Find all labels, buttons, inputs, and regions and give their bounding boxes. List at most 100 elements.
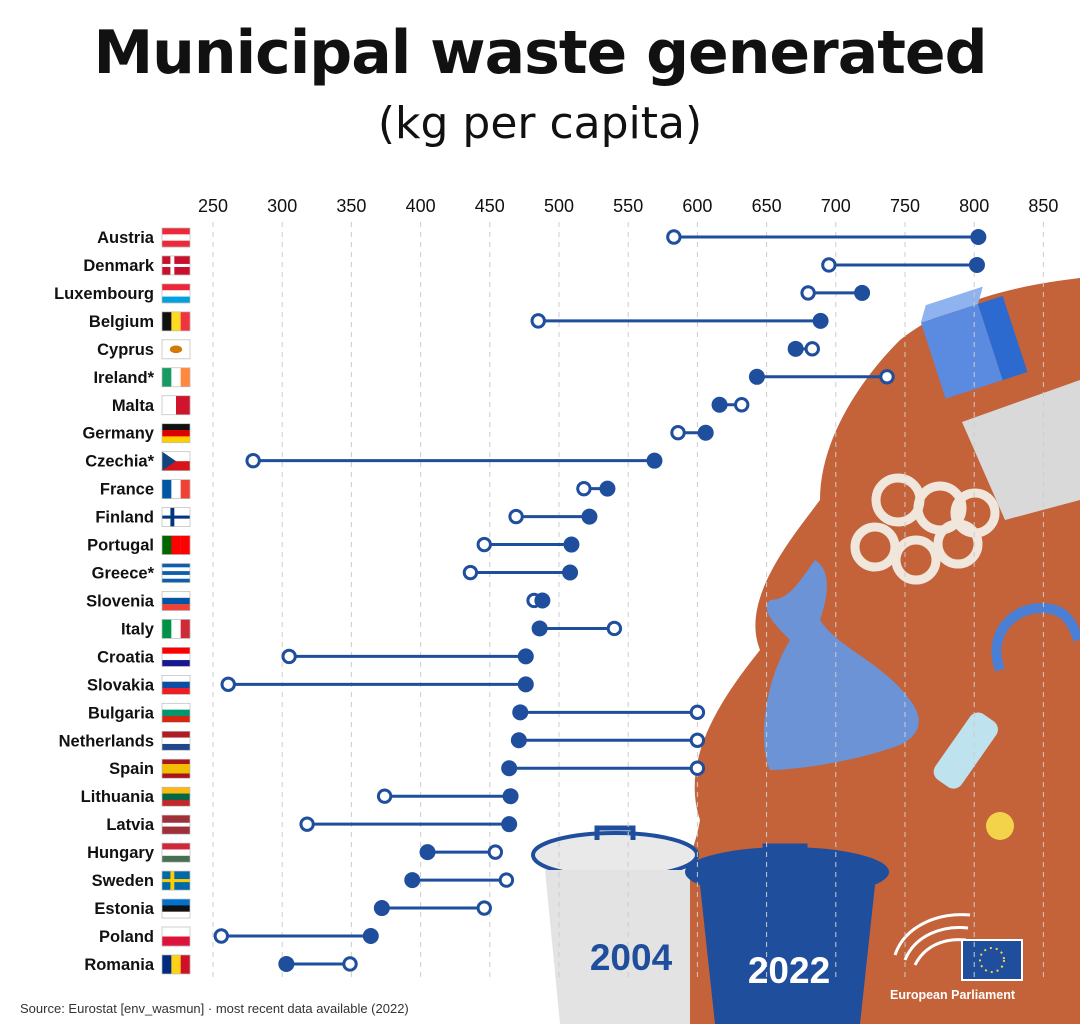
country-row: Slovakia	[87, 675, 534, 695]
country-label: Germany	[82, 425, 154, 443]
x-tick-label: 800	[959, 196, 989, 216]
flag-icon-lt	[161, 786, 191, 807]
country-label: Poland	[99, 928, 154, 946]
country-label: Slovakia	[87, 676, 155, 694]
point-2004	[342, 956, 358, 972]
point-2004	[670, 425, 686, 441]
point-2004	[245, 452, 261, 469]
point-2004	[689, 704, 706, 721]
x-tick-label: 350	[336, 196, 366, 216]
point-2022	[501, 816, 518, 833]
apple-core-icon	[986, 812, 1014, 840]
country-row: Finland	[95, 507, 598, 527]
x-tick-label: 300	[267, 196, 297, 216]
point-2022	[646, 452, 663, 469]
country-row: Luxembourg	[54, 283, 871, 304]
country-label: Sweden	[92, 872, 154, 890]
european-parliament-label: European Parliament	[890, 988, 1016, 1002]
country-row: Lithuania	[81, 786, 519, 807]
point-2004	[689, 760, 706, 776]
country-label: Lithuania	[81, 788, 155, 806]
country-row: Cyprus	[97, 339, 820, 360]
country-row: Netherlands	[59, 730, 706, 751]
country-row: Malta	[112, 395, 750, 416]
point-2004	[299, 816, 315, 832]
point-2022	[404, 872, 421, 889]
point-2022	[534, 592, 551, 609]
bin-2004-label: 2004	[590, 937, 673, 978]
point-2004	[879, 369, 895, 385]
country-row: Germany	[82, 423, 714, 444]
european-parliament-logo	[893, 913, 1023, 981]
flag-icon-fi	[161, 507, 191, 527]
point-2004	[487, 844, 504, 860]
point-2022	[512, 704, 529, 721]
flag-icon-ee	[161, 898, 191, 919]
flag-icon-lu	[161, 283, 191, 304]
point-2022	[517, 676, 534, 693]
point-2004	[804, 341, 820, 357]
point-2004	[462, 564, 479, 581]
source-note: Source: Eurostat [env_wasmun] · most rec…	[20, 1001, 409, 1016]
x-tick-label: 750	[890, 196, 920, 216]
plastic-bottle-icon	[933, 712, 998, 789]
plastic-bag-icon	[764, 560, 919, 770]
paper-sheet-icon	[962, 380, 1080, 520]
flag-icon-fr	[161, 479, 191, 499]
country-label: Luxembourg	[54, 285, 154, 303]
six-pack-rings-icon	[850, 473, 1000, 585]
country-row: Slovenia	[86, 591, 551, 611]
point-2004	[689, 732, 706, 748]
flag-icon-cy	[161, 339, 191, 360]
point-2004	[376, 788, 393, 804]
point-2022	[531, 620, 548, 637]
flag-icon-nl	[161, 730, 191, 751]
flag-icon-lv	[161, 814, 191, 835]
country-label: France	[100, 481, 154, 499]
country-label: Greece*	[92, 565, 155, 583]
country-label: Cyprus	[97, 341, 154, 359]
country-label: Portugal	[87, 537, 154, 555]
point-2022	[854, 284, 871, 301]
flag-icon-bg	[161, 702, 191, 723]
point-2022	[501, 760, 518, 777]
point-2004	[576, 480, 592, 497]
country-label: Denmark	[83, 257, 154, 275]
country-row: Poland	[99, 926, 379, 947]
point-2022	[711, 396, 728, 413]
point-2022	[581, 508, 598, 525]
point-2004	[800, 285, 816, 301]
country-row: Italy	[121, 619, 623, 639]
point-2004	[476, 900, 492, 916]
country-row: Bulgaria	[88, 702, 706, 723]
flag-icon-gr	[161, 563, 191, 583]
point-2022	[968, 256, 985, 273]
point-2004	[508, 508, 524, 525]
flag-icon-dk	[161, 255, 191, 276]
country-row: Czechia*	[85, 451, 663, 472]
point-2022	[502, 788, 519, 805]
flag-icon-cz	[161, 451, 191, 472]
country-row: Denmark	[83, 255, 985, 276]
country-label: Estonia	[94, 900, 154, 918]
country-row: Romania	[84, 954, 358, 975]
x-axis-tick-labels: 250 300 350 400 450 500 550 600 650 700 750 800 850	[198, 196, 1058, 216]
country-label: Bulgaria	[88, 704, 155, 722]
flag-icon-si	[161, 591, 191, 611]
flag-icon-es	[161, 758, 191, 779]
point-2004	[281, 648, 297, 665]
flag-icon-pt	[161, 535, 191, 555]
point-2022	[419, 844, 436, 861]
point-2004	[666, 229, 682, 245]
point-2022	[697, 424, 714, 441]
point-2022	[970, 229, 987, 245]
flag-icon-it	[161, 619, 191, 639]
x-tick-label: 850	[1028, 196, 1058, 216]
point-2022	[517, 648, 534, 665]
x-tick-label: 600	[682, 196, 712, 216]
country-row: Belgium	[89, 311, 829, 332]
flag-icon-ie	[161, 367, 191, 388]
country-label: Hungary	[87, 844, 155, 862]
x-tick-label: 450	[475, 196, 505, 216]
